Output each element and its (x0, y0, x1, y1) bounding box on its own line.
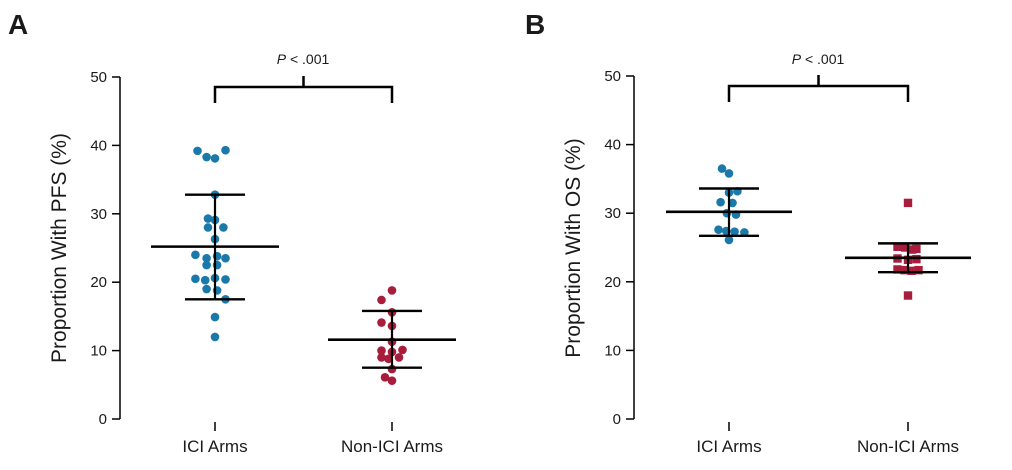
y-tick-label: 40 (604, 137, 621, 154)
data-point (724, 235, 734, 245)
data-point (202, 152, 211, 162)
data-point (714, 225, 723, 234)
y-tick-label: 50 (90, 69, 107, 86)
data-point (730, 227, 739, 237)
significance-bracket (213, 76, 394, 103)
data-point (203, 214, 213, 223)
data-point (912, 244, 921, 254)
data-point (903, 291, 913, 300)
data-point (193, 146, 202, 156)
data-point (907, 266, 916, 276)
y-tick-label: 20 (604, 274, 621, 291)
data-point (394, 353, 404, 362)
y-tick-label: 30 (604, 205, 621, 222)
data-point (914, 265, 923, 275)
data-point (221, 145, 230, 155)
data-point (398, 345, 407, 355)
y-axis-label: Proportion With PFS (%) (48, 133, 71, 363)
y-tick-label: 0 (613, 411, 621, 428)
data-point (377, 353, 386, 362)
y-tick-label: 10 (90, 343, 107, 360)
data-point (377, 295, 386, 305)
data-point (900, 265, 909, 275)
data-point (717, 164, 727, 173)
panel-label: B (525, 9, 545, 40)
data-point (380, 372, 390, 382)
data-point (384, 354, 393, 364)
data-point (893, 265, 902, 274)
x-tick-label: Non-ICI Arms (341, 437, 443, 456)
data-point (387, 286, 397, 295)
significance-bracket (727, 75, 910, 102)
significance-label: P < .001 (792, 51, 845, 67)
y-axis: 0 10 20 30 40 50 (90, 69, 394, 431)
panel-b: B Proportion With OS (%) ICI Arms Non-IC… (525, 9, 971, 456)
data-point (202, 284, 211, 294)
data-point (203, 223, 213, 232)
data-point (912, 254, 921, 264)
data-point (191, 274, 200, 284)
y-tick-label: 40 (90, 137, 107, 154)
data-point (740, 228, 749, 237)
data-point (210, 332, 220, 342)
y-axis-label: Proportion With OS (%) (562, 138, 585, 357)
y-tick-label: 10 (604, 342, 621, 359)
data-point (377, 318, 386, 327)
significance-label: P < .001 (277, 51, 330, 67)
x-tick-label: ICI Arms (696, 437, 761, 456)
data-point (191, 250, 200, 260)
panel-a: A Proportion With PFS (%) ICI Arms Non-I… (8, 9, 456, 456)
y-tick-label: 30 (90, 206, 107, 223)
data-point (387, 376, 397, 385)
data-marks (151, 145, 456, 385)
x-tick-label: Non-ICI Arms (857, 437, 959, 456)
data-point (221, 275, 230, 284)
y-tick-label: 50 (604, 68, 621, 85)
data-point (202, 260, 211, 270)
data-point (893, 242, 902, 252)
data-point (903, 198, 913, 208)
data-point (377, 346, 386, 355)
data-point (200, 275, 210, 285)
y-axis: 0 10 20 30 40 50 (604, 68, 910, 431)
data-marks (666, 164, 971, 300)
data-point (724, 169, 734, 178)
data-point (219, 223, 228, 232)
data-point (728, 198, 737, 208)
data-point (901, 243, 910, 252)
data-point (210, 154, 220, 163)
data-point (202, 253, 211, 263)
x-tick-label: ICI Arms (182, 437, 247, 456)
y-tick-label: 0 (99, 411, 107, 428)
data-point (221, 253, 230, 263)
panel-label: A (8, 9, 28, 40)
y-tick-label: 20 (90, 274, 107, 291)
data-point (210, 312, 220, 322)
data-point (716, 197, 725, 207)
